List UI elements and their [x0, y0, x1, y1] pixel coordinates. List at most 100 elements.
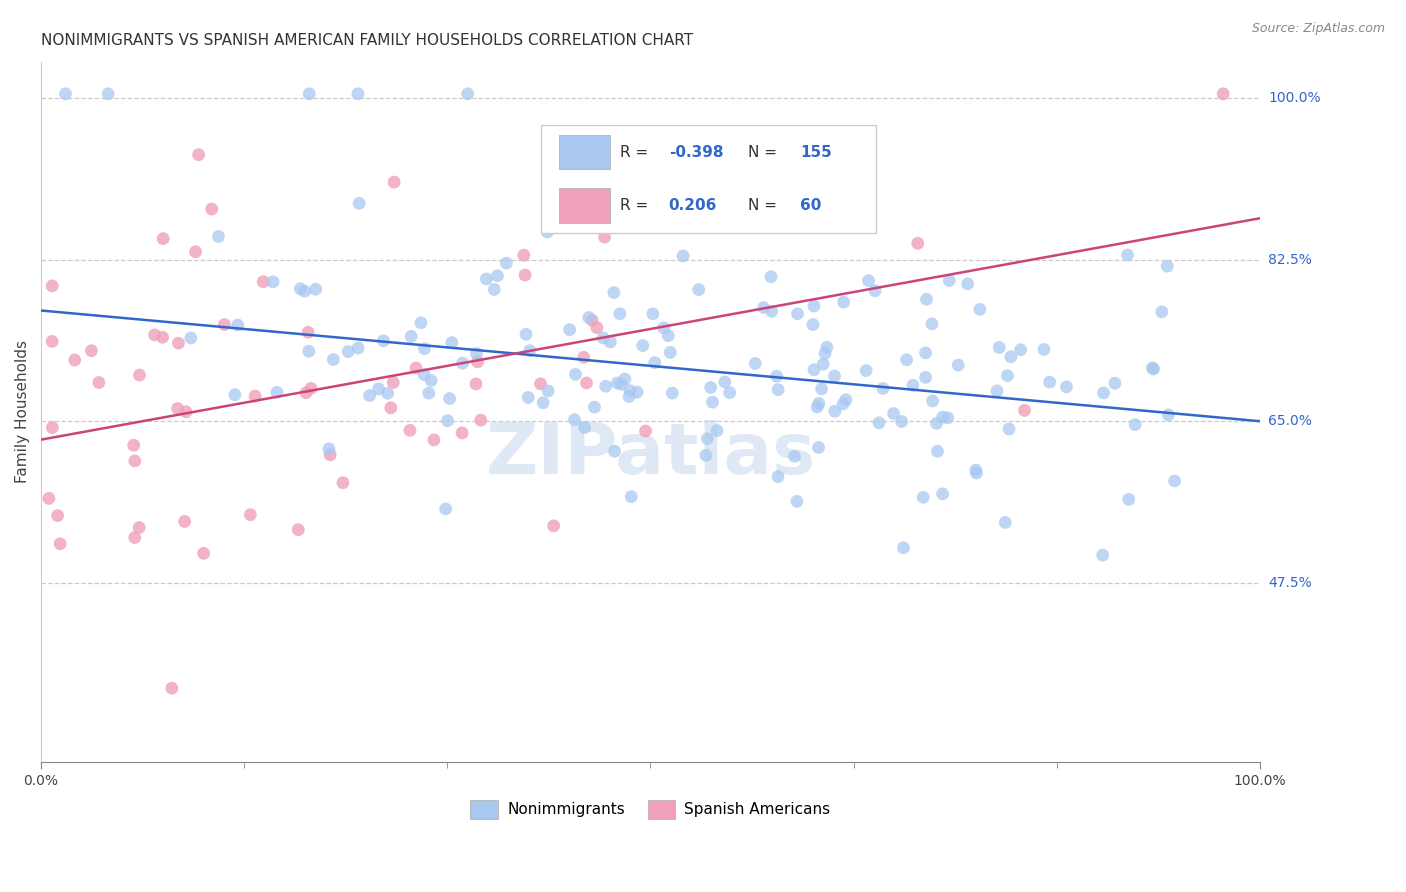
- Point: [966, 466, 988, 480]
- Text: NONIMMIGRANTS VS SPANISH AMERICAN FAMILY HOUSEHOLDS CORRELATION CHART: NONIMMIGRANTS VS SPANISH AMERICAN FAMILY…: [41, 33, 693, 48]
- Point: [921, 317, 943, 331]
- Point: [298, 344, 321, 359]
- Point: [572, 351, 595, 365]
- Text: R =: R =: [620, 145, 652, 160]
- Y-axis label: Family Households: Family Households: [15, 341, 30, 483]
- Point: [617, 390, 640, 404]
- FancyBboxPatch shape: [560, 188, 610, 223]
- Point: [409, 316, 432, 330]
- Point: [224, 387, 246, 401]
- Point: [184, 244, 207, 259]
- Point: [803, 299, 825, 313]
- Point: [766, 383, 789, 397]
- Point: [262, 275, 284, 289]
- Point: [1212, 87, 1234, 101]
- Point: [613, 372, 636, 386]
- Point: [644, 356, 666, 370]
- Point: [806, 400, 828, 414]
- Point: [49, 537, 72, 551]
- Point: [486, 268, 509, 283]
- Point: [766, 469, 789, 483]
- Point: [531, 396, 554, 410]
- Point: [575, 376, 598, 390]
- Point: [593, 230, 616, 244]
- Point: [332, 475, 354, 490]
- Point: [759, 269, 782, 284]
- Point: [803, 363, 825, 377]
- Point: [475, 272, 498, 286]
- Point: [440, 335, 463, 350]
- Point: [912, 490, 935, 504]
- Point: [322, 352, 344, 367]
- Point: [193, 546, 215, 560]
- Point: [815, 340, 838, 354]
- Point: [318, 442, 340, 456]
- Point: [586, 320, 609, 334]
- Point: [786, 494, 808, 508]
- Point: [122, 438, 145, 452]
- Point: [337, 344, 360, 359]
- Point: [946, 358, 969, 372]
- Point: [583, 400, 606, 414]
- Point: [46, 508, 69, 523]
- Point: [1142, 362, 1164, 376]
- Point: [1092, 385, 1115, 400]
- Text: 60: 60: [800, 198, 821, 213]
- FancyBboxPatch shape: [541, 125, 876, 233]
- Text: ZIPatlas: ZIPatlas: [485, 419, 815, 489]
- Point: [659, 345, 682, 359]
- Point: [1163, 474, 1185, 488]
- Point: [1150, 305, 1173, 319]
- Point: [765, 369, 787, 384]
- Text: -0.398: -0.398: [669, 145, 723, 160]
- Point: [439, 392, 461, 406]
- Point: [243, 389, 266, 403]
- Point: [226, 318, 249, 332]
- Point: [986, 384, 1008, 398]
- Point: [890, 414, 912, 428]
- Point: [80, 343, 103, 358]
- Point: [87, 376, 110, 390]
- Point: [702, 395, 724, 409]
- Point: [513, 268, 536, 282]
- Point: [609, 307, 631, 321]
- Point: [1157, 408, 1180, 422]
- Point: [744, 357, 766, 371]
- Point: [1104, 376, 1126, 391]
- Point: [160, 681, 183, 696]
- Point: [1116, 248, 1139, 262]
- Point: [652, 321, 675, 335]
- Point: [997, 368, 1019, 383]
- Point: [484, 283, 506, 297]
- Point: [858, 274, 880, 288]
- Point: [382, 175, 405, 189]
- Point: [696, 432, 718, 446]
- Point: [405, 361, 427, 376]
- Point: [380, 401, 402, 415]
- Point: [672, 249, 695, 263]
- Point: [626, 385, 648, 400]
- Point: [305, 282, 328, 296]
- Point: [465, 346, 488, 360]
- Point: [423, 433, 446, 447]
- Point: [564, 412, 586, 426]
- Point: [914, 346, 936, 360]
- Point: [564, 368, 586, 382]
- Point: [956, 277, 979, 291]
- Point: [595, 379, 617, 393]
- Point: [801, 318, 824, 332]
- Point: [167, 336, 190, 351]
- Point: [574, 420, 596, 434]
- Text: R =: R =: [620, 198, 658, 213]
- Point: [688, 283, 710, 297]
- Point: [143, 327, 166, 342]
- Point: [896, 352, 918, 367]
- Point: [641, 307, 664, 321]
- Point: [347, 196, 370, 211]
- Point: [988, 341, 1011, 355]
- Point: [807, 396, 830, 410]
- Point: [457, 87, 479, 101]
- Point: [938, 273, 960, 287]
- Text: Source: ZipAtlas.com: Source: ZipAtlas.com: [1251, 22, 1385, 36]
- Point: [55, 87, 77, 101]
